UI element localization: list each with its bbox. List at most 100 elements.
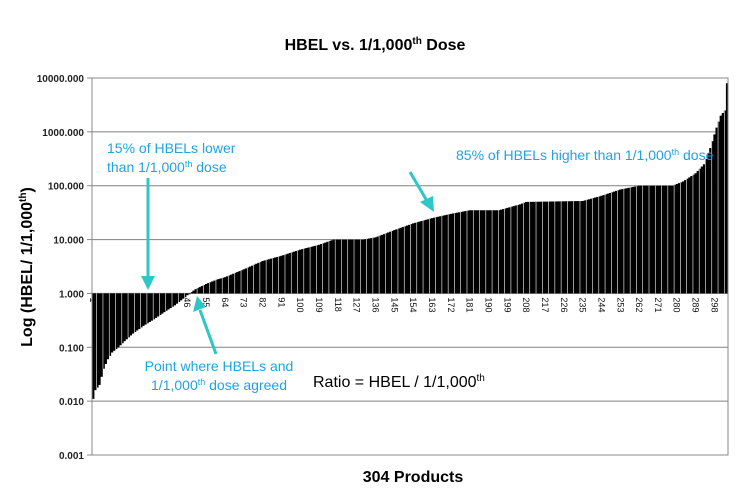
bar-product-266 bbox=[646, 185, 649, 294]
bar-product-58 bbox=[211, 281, 214, 294]
bar-product-188 bbox=[483, 210, 486, 294]
bar-product-105 bbox=[309, 246, 312, 294]
bar-product-93 bbox=[284, 254, 287, 294]
annotation-higher: 85% of HBELs higher than 1/1,000th dose bbox=[456, 147, 714, 163]
bar-product-35 bbox=[163, 293, 166, 313]
bar-product-202 bbox=[512, 206, 515, 294]
bar-product-125 bbox=[351, 239, 354, 294]
bar-product-1 bbox=[92, 293, 95, 399]
bar-product-214 bbox=[537, 201, 541, 294]
bar-product-13 bbox=[117, 293, 120, 348]
bar-product-89 bbox=[276, 256, 279, 294]
bar-product-78 bbox=[253, 264, 256, 294]
x-tick-label: 280 bbox=[672, 297, 682, 312]
x-tick-label: 199 bbox=[502, 297, 512, 312]
bar-product-171 bbox=[447, 214, 451, 294]
bar-product-96 bbox=[290, 252, 294, 294]
bar-product-200 bbox=[508, 207, 511, 294]
bar-product-178 bbox=[462, 211, 465, 294]
bar-product-121 bbox=[343, 239, 346, 294]
bar-product-30 bbox=[152, 293, 156, 320]
bar-product-226 bbox=[562, 201, 566, 294]
bar-product-297 bbox=[711, 141, 714, 294]
bar-product-111 bbox=[322, 243, 325, 294]
bars bbox=[92, 83, 729, 399]
bar-product-36 bbox=[165, 293, 168, 311]
bar-product-139 bbox=[380, 234, 384, 294]
bar-product-137 bbox=[376, 236, 379, 294]
bar-product-168 bbox=[441, 215, 444, 294]
bar-product-264 bbox=[642, 185, 645, 294]
bar-product-45 bbox=[184, 293, 187, 297]
annotation-agreed-line2: 1/1,000th dose agreed bbox=[151, 377, 287, 393]
bar-product-293 bbox=[702, 164, 706, 294]
bar-product-291 bbox=[698, 168, 702, 294]
bar-product-38 bbox=[169, 293, 172, 309]
x-tick-label: 163 bbox=[427, 297, 437, 312]
y-axis-label: Log (HBEL/ 1/1,000th) bbox=[18, 187, 36, 347]
bar-product-260 bbox=[633, 186, 637, 294]
bar-product-228 bbox=[566, 201, 570, 294]
bar-product-158 bbox=[420, 221, 423, 294]
bar-product-113 bbox=[326, 241, 329, 294]
x-tick-label: 127 bbox=[352, 297, 362, 312]
bar-product-15 bbox=[121, 293, 124, 344]
bar-product-64 bbox=[223, 277, 227, 294]
bar-product-221 bbox=[552, 201, 555, 294]
bar-product-208 bbox=[525, 201, 528, 294]
x-tick-label: 181 bbox=[465, 297, 475, 312]
bar-product-51 bbox=[196, 288, 199, 294]
bar-product-184 bbox=[474, 210, 478, 294]
bar-product-22 bbox=[135, 293, 139, 331]
bar-product-109 bbox=[317, 244, 321, 294]
bar-product-3 bbox=[96, 293, 99, 388]
bar-product-289 bbox=[694, 173, 697, 294]
bar-product-213 bbox=[535, 201, 538, 294]
bar-product-61 bbox=[217, 279, 220, 294]
bar-product-107 bbox=[313, 245, 317, 294]
bar-product-251 bbox=[615, 190, 618, 294]
bar-product-21 bbox=[133, 293, 137, 333]
bar-product-193 bbox=[493, 210, 497, 294]
bar-product-191 bbox=[489, 210, 492, 294]
y-tick-labels: 10000.000 1000.000 100.000 10.000 1.000 0.100… bbox=[37, 74, 92, 462]
bar-product-298 bbox=[713, 134, 716, 294]
bar-product-55 bbox=[204, 283, 208, 294]
bar-product-253 bbox=[619, 189, 622, 294]
bar-product-204 bbox=[516, 204, 520, 294]
bar-product-195 bbox=[497, 210, 501, 294]
ratio-formula: Ratio = HBEL / 1/1,000th bbox=[313, 373, 485, 391]
bar-product-19 bbox=[129, 293, 133, 336]
bar-product-98 bbox=[294, 251, 298, 294]
bar-product-161 bbox=[426, 219, 430, 294]
bar-product-167 bbox=[439, 216, 442, 294]
bar-product-219 bbox=[548, 201, 551, 294]
x-tick-label: 73 bbox=[239, 297, 249, 307]
bar-product-108 bbox=[315, 245, 319, 294]
bar-product-179 bbox=[464, 211, 467, 294]
bar-product-37 bbox=[167, 293, 170, 310]
bar-product-67 bbox=[230, 274, 233, 294]
x-tick-label: 253 bbox=[615, 297, 625, 312]
bar-product-18 bbox=[127, 293, 130, 338]
bar-product-299 bbox=[715, 127, 718, 294]
x-tick-labels: 1101928374655647382911001091181271361451… bbox=[88, 297, 719, 312]
y-tick-label: 0.010 bbox=[59, 397, 84, 408]
bar-product-245 bbox=[602, 195, 605, 294]
bar-product-71 bbox=[238, 271, 241, 294]
bar-product-44 bbox=[181, 293, 185, 299]
bar-product-69 bbox=[234, 272, 237, 294]
bar-product-205 bbox=[518, 204, 522, 294]
bar-product-148 bbox=[399, 227, 402, 294]
bar-product-223 bbox=[556, 201, 559, 294]
bar-product-254 bbox=[621, 189, 624, 294]
bar-product-118 bbox=[336, 239, 340, 294]
bar-product-304 bbox=[725, 83, 729, 294]
bar-product-147 bbox=[397, 228, 400, 294]
x-tick-label: 100 bbox=[295, 297, 305, 312]
x-tick-label: 208 bbox=[521, 297, 531, 312]
bar-product-70 bbox=[236, 271, 239, 294]
bar-product-127 bbox=[355, 239, 358, 294]
